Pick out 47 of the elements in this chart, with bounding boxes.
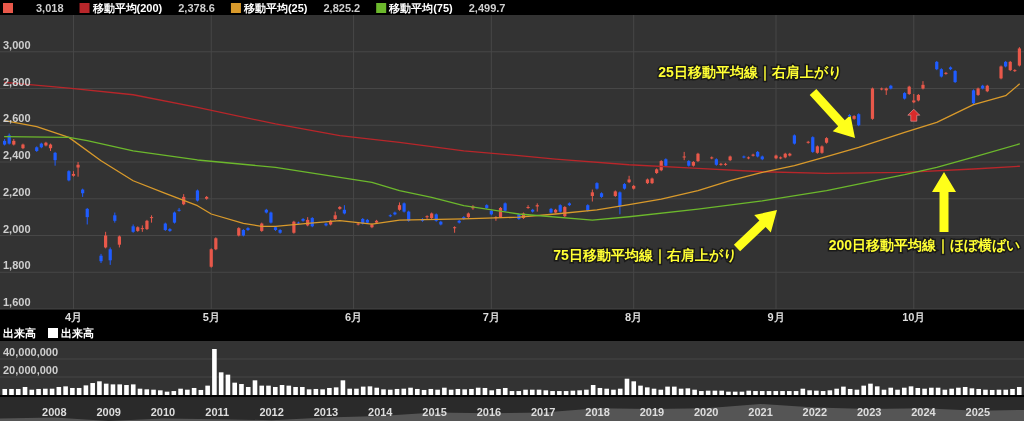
annotation: 25日移動平均線｜右肩上がり	[658, 64, 842, 81]
y-tick-label: 3,000	[3, 38, 31, 51]
x-tick-label: 2008	[42, 406, 67, 418]
legend-label: 移動平均(75)	[388, 2, 454, 14]
text: 3,018	[36, 2, 64, 14]
x-tick-label: 2019	[639, 406, 665, 418]
text: 2,378.6	[178, 2, 215, 14]
x-tick-label: 2012	[259, 406, 284, 418]
x-tick-label: 2010	[150, 406, 176, 418]
annotation: 75日移動平均線｜右肩上がり	[553, 247, 737, 264]
text: 2,825.2	[323, 2, 361, 14]
x-tick-label: 2021	[748, 406, 773, 418]
y-tick-label: 1,600	[3, 296, 31, 308]
legend-label: 移動平均(25)	[242, 2, 308, 14]
x-tick-label: 2023	[856, 406, 882, 418]
x-tick-label: 10月	[902, 311, 926, 323]
x-tick-label: 8月	[625, 311, 643, 323]
x-tick-label: 2025	[965, 406, 991, 418]
x-tick-label: 2013	[313, 406, 339, 418]
chart-title: 出来高	[3, 327, 36, 339]
annotation: 200日移動平均線｜ほぼ横ばい	[828, 237, 1020, 254]
y-tick-label: 2,400	[3, 149, 31, 161]
x-tick-label: 2009	[96, 406, 121, 418]
x-tick-label: 5月	[202, 311, 220, 323]
x-tick-label: 2014	[368, 406, 394, 418]
x-tick-label: 2015	[422, 406, 447, 418]
x-tick-label: 7月	[482, 311, 500, 323]
legend-label: 出来高	[61, 327, 94, 339]
x-tick-label: 2016	[476, 406, 502, 418]
x-tick-label: 2018	[585, 406, 610, 418]
y-tick-label: 40,000,000	[3, 346, 59, 358]
x-tick-label: 2022	[802, 406, 828, 418]
x-tick-label: 6月	[345, 311, 363, 323]
x-tick-label: 2020	[693, 406, 719, 418]
x-tick-label: 2024	[911, 406, 937, 418]
y-tick-label: 2,000	[3, 222, 31, 235]
text: 2,499.7	[468, 2, 506, 14]
x-tick-label: 2017	[530, 406, 556, 418]
y-tick-label: 2,200	[3, 185, 31, 198]
x-tick-label: 4月	[64, 311, 83, 323]
x-tick-label: 2011	[205, 406, 230, 418]
x-tick-label: 9月	[767, 311, 785, 323]
y-tick-label: 2,600	[3, 112, 31, 125]
y-tick-label: 20,000,000	[3, 364, 59, 376]
legend-label: 移動平均(200)	[91, 2, 163, 14]
legend: 出来高	[48, 327, 94, 339]
y-tick-label: 1,800	[3, 259, 31, 272]
